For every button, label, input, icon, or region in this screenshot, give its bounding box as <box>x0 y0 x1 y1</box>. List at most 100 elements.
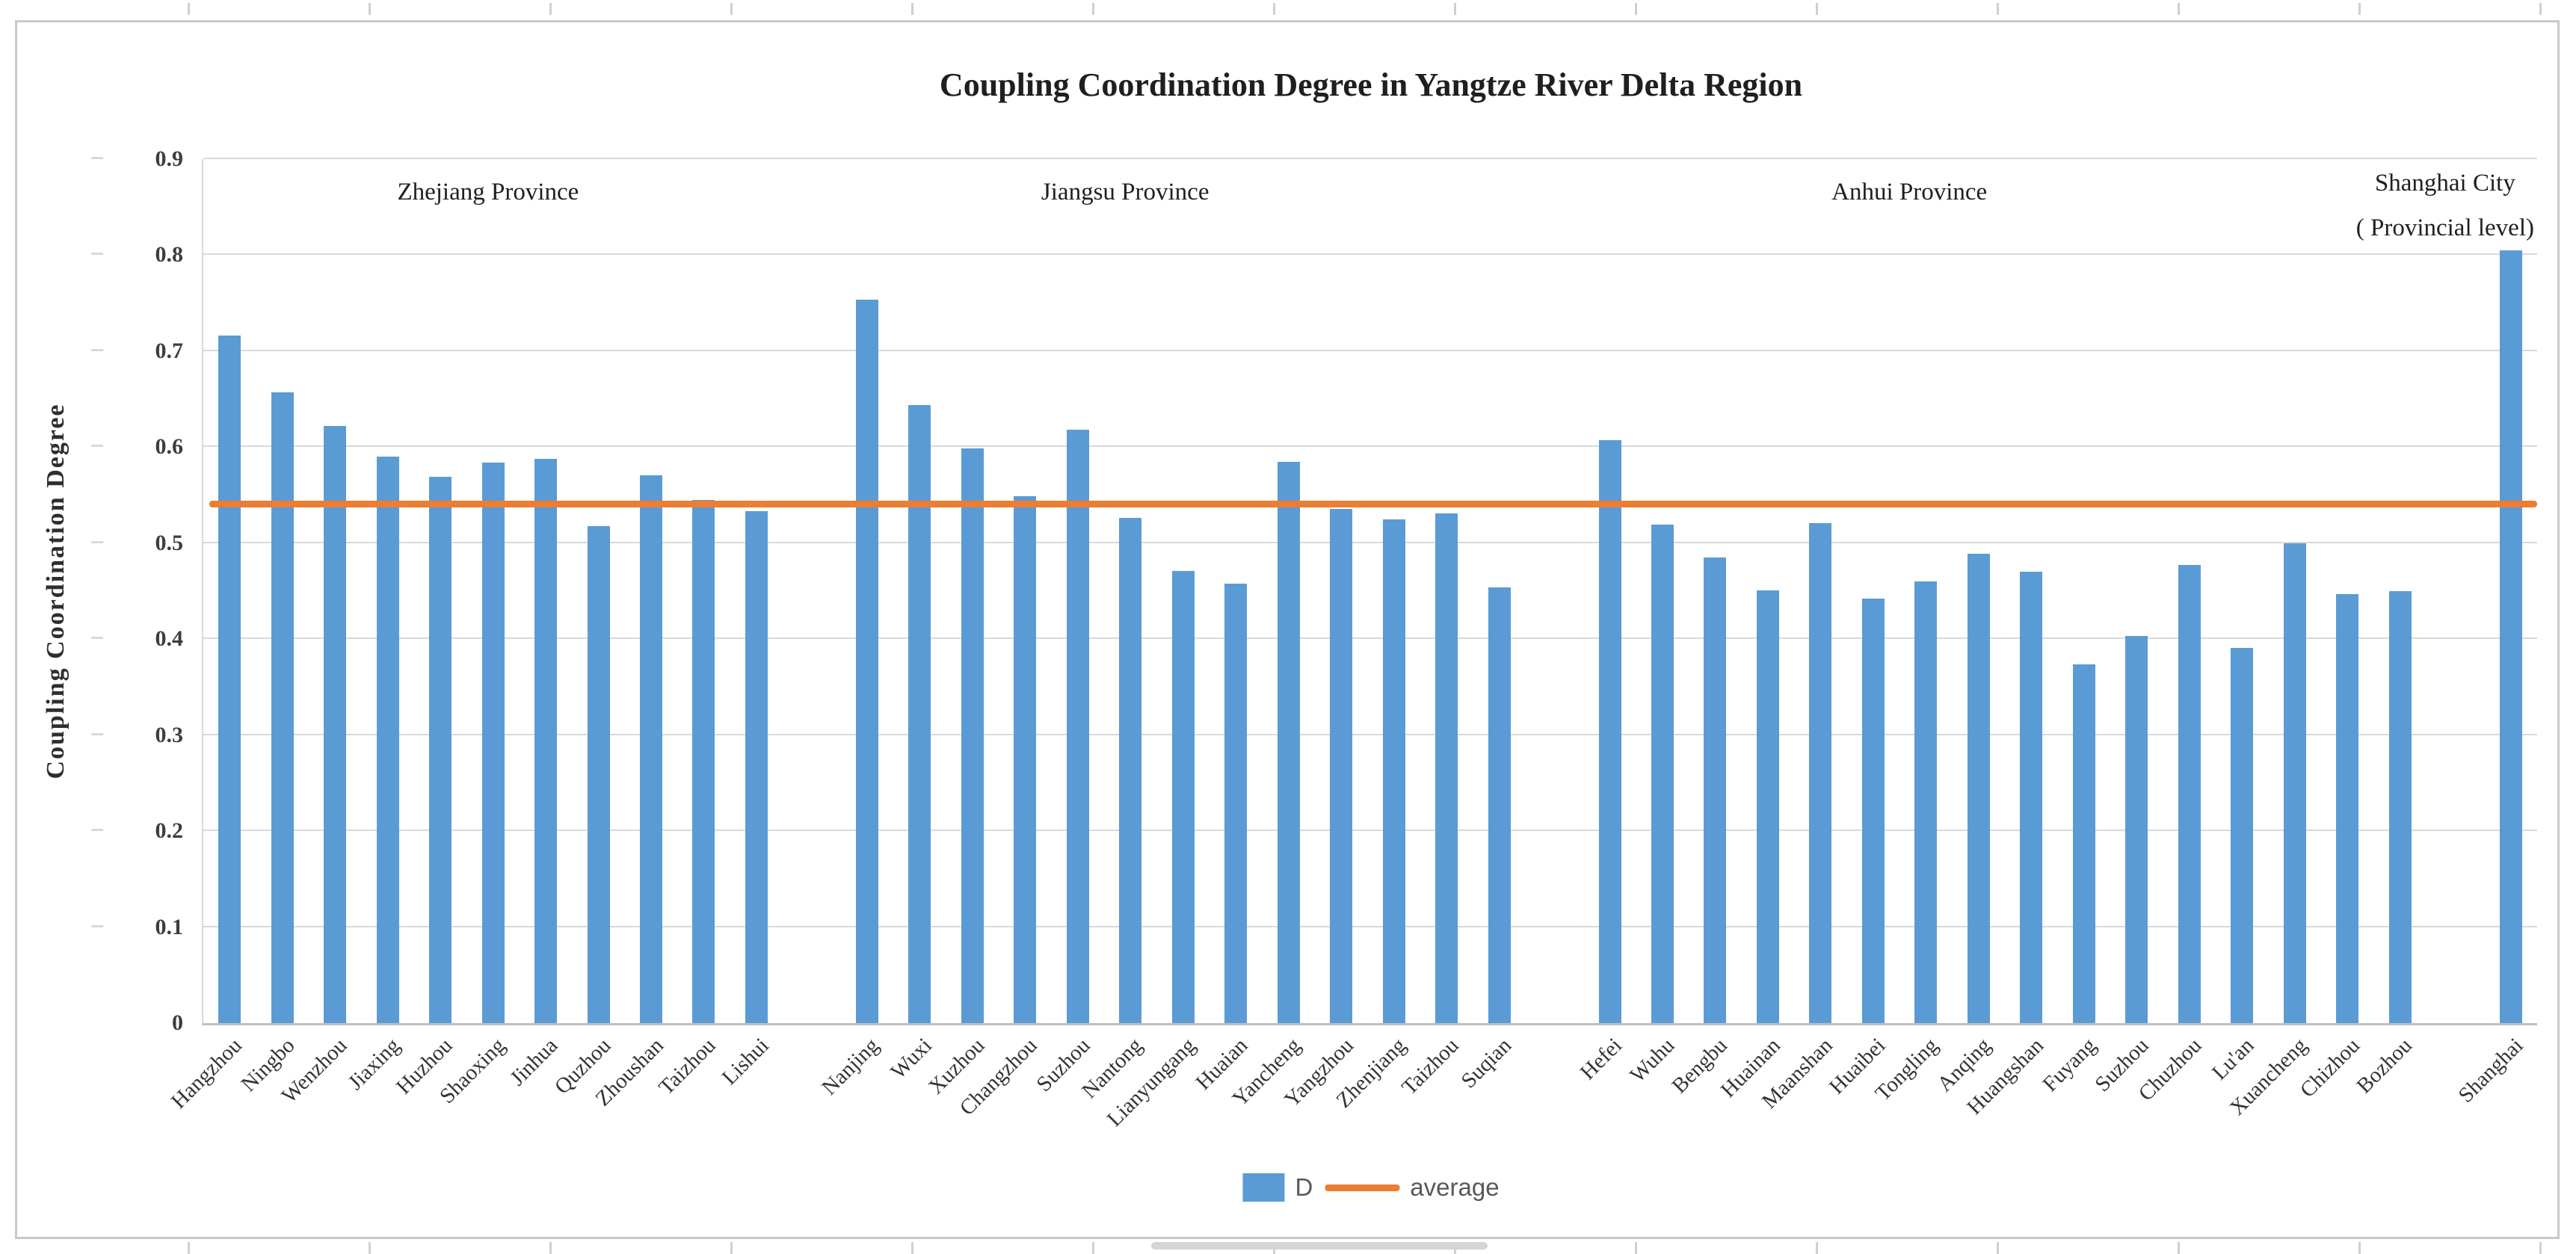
bar-slot: Quzhou <box>550 159 624 1099</box>
bar-suqian[interactable] <box>1488 587 1511 1023</box>
y-tick-mark <box>91 253 103 256</box>
bar-bengbu[interactable] <box>1704 557 1727 1023</box>
line-swatch-icon <box>1325 1184 1400 1191</box>
bar-huaian[interactable] <box>1224 583 1248 1023</box>
bar-jiaxing[interactable] <box>376 457 399 1023</box>
bar-huzhou[interactable] <box>429 477 452 1023</box>
bar-hefei[interactable] <box>1598 440 1621 1023</box>
chart-panel[interactable]: Coupling Coordination Degree in Yangtze … <box>15 20 2560 1239</box>
legend-label-average: average <box>1410 1173 1500 1201</box>
x-tick-label: Lishui <box>717 1034 774 1090</box>
gridline <box>203 541 2537 543</box>
x-tick-label: Hefei <box>1575 1034 1627 1085</box>
gridline <box>203 445 2537 448</box>
bar-suzhou[interactable] <box>2125 636 2148 1023</box>
x-tick-label: Suqian <box>1456 1034 1517 1093</box>
bar-zhoushan[interactable] <box>639 475 662 1023</box>
gridline <box>203 830 2537 832</box>
bar-yancheng[interactable] <box>1277 461 1300 1023</box>
legend-item-average[interactable]: average <box>1325 1173 1500 1202</box>
bar-slot: Tongling <box>1871 159 1952 1105</box>
legend: D average <box>1242 1173 1500 1202</box>
bar-wuxi[interactable] <box>908 404 931 1023</box>
x-tick-label: Hangzhou <box>166 1034 247 1114</box>
bar-chizhou[interactable] <box>2336 593 2359 1023</box>
bar-xuancheng[interactable] <box>2283 543 2306 1023</box>
bar-swatch-icon <box>1242 1173 1285 1202</box>
bar-tongling[interactable] <box>1914 581 1938 1023</box>
bar-slot: Suzhou <box>2091 159 2163 1096</box>
bar-fuyang[interactable] <box>2072 664 2095 1023</box>
y-tick-label: 0.8 <box>155 242 184 268</box>
y-tick-mark <box>91 924 103 927</box>
bar-shaoxing[interactable] <box>481 462 505 1023</box>
y-tick-mark <box>91 540 103 543</box>
y-tick-mark <box>91 637 103 640</box>
gridline <box>203 637 2537 640</box>
bar-slot: Huaibei <box>1825 159 1899 1099</box>
bar-ningbo[interactable] <box>271 392 294 1023</box>
bar-slot: Yangzhou <box>1280 159 1367 1112</box>
bar-wenzhou[interactable] <box>324 426 347 1023</box>
bar-nanjing[interactable] <box>855 299 878 1023</box>
bar-slot: Maanshan <box>1757 159 1846 1114</box>
bar-slot: Bengbu <box>1668 159 1741 1098</box>
bar-maanshan[interactable] <box>1809 522 1832 1023</box>
bar-hangzhou[interactable] <box>218 336 241 1023</box>
bar-wuhu[interactable] <box>1651 525 1674 1023</box>
average-line[interactable] <box>209 501 2537 508</box>
bar-huaibei[interactable] <box>1861 599 1885 1023</box>
y-tick-label: 0.2 <box>155 818 184 844</box>
bar-slot: Wenzhou <box>277 159 361 1108</box>
bar-changzhou[interactable] <box>1014 495 1037 1023</box>
bar-slot: Hangzhou <box>167 159 256 1114</box>
region-annotation: Zhejiang Province <box>397 179 579 206</box>
bar-slot: Huainan <box>1716 159 1794 1102</box>
bar-taizhou[interactable] <box>692 499 715 1023</box>
y-tick-mark <box>91 732 103 735</box>
bar-slot: Chizhou <box>2296 159 2373 1102</box>
bar-slot: Ningbo <box>236 159 308 1096</box>
bar-yangzhou[interactable] <box>1330 508 1353 1023</box>
bar-anqing[interactable] <box>1967 553 1990 1023</box>
bar-lianyungang[interactable] <box>1171 571 1195 1023</box>
bar-slot: Xuzhou <box>924 159 999 1099</box>
bar-chuzhou[interactable] <box>2178 565 2201 1023</box>
bar-slot: Fuyang <box>2038 159 2110 1096</box>
legend-item-d[interactable]: D <box>1242 1173 1313 1202</box>
bar-lishui[interactable] <box>745 511 768 1023</box>
bar-zhenjiang[interactable] <box>1382 519 1405 1023</box>
bars-row: Hangzhou Ningbo Wenzhou Jiaxing Huzhou Shaoxi… <box>167 159 2537 1131</box>
bar-slot: Lianyungang <box>1103 159 1209 1131</box>
sheet-column-ticks-top <box>0 3 2576 15</box>
bar-slot: Yancheng <box>1228 159 1314 1111</box>
y-tick-mark <box>91 829 103 832</box>
bar-luan[interactable] <box>2231 647 2254 1023</box>
region-annotation: Jiangsu Province <box>1041 179 1210 206</box>
bar-xuzhou[interactable] <box>961 448 984 1023</box>
bar-slot: Lishui <box>718 159 783 1090</box>
bar-slot: Lu'an <box>2207 159 2268 1084</box>
bar-slot: Zhoushan <box>591 159 677 1111</box>
x-tick-label: Fuyang <box>2038 1034 2101 1097</box>
bar-quzhou[interactable] <box>587 525 610 1023</box>
y-tick-mark <box>91 445 103 448</box>
bar-taizhou[interactable] <box>1435 513 1458 1023</box>
bar-slot: Wuhu <box>1626 159 1689 1087</box>
horizontal-scrollbar-thumb[interactable] <box>1151 1242 1488 1250</box>
bar-shanghai[interactable] <box>2499 250 2522 1023</box>
bar-bozhou[interactable] <box>2388 591 2412 1023</box>
bar-slot: Nantong <box>1078 159 1156 1103</box>
x-tick-label: Taizhou <box>1397 1034 1464 1100</box>
bar-huangshan[interactable] <box>2020 572 2043 1023</box>
bar-slot: Xuancheng <box>2225 159 2320 1120</box>
gridline <box>203 158 2537 159</box>
bar-jinhua[interactable] <box>534 458 558 1023</box>
bar-slot: Huaian <box>1192 159 1262 1095</box>
bar-suzhou[interactable] <box>1066 430 1089 1023</box>
y-tick-mark <box>91 157 103 159</box>
bar-slot: Bozhou <box>2352 159 2426 1098</box>
bar-huainan[interactable] <box>1756 590 1779 1023</box>
bar-nantong[interactable] <box>1119 518 1142 1023</box>
